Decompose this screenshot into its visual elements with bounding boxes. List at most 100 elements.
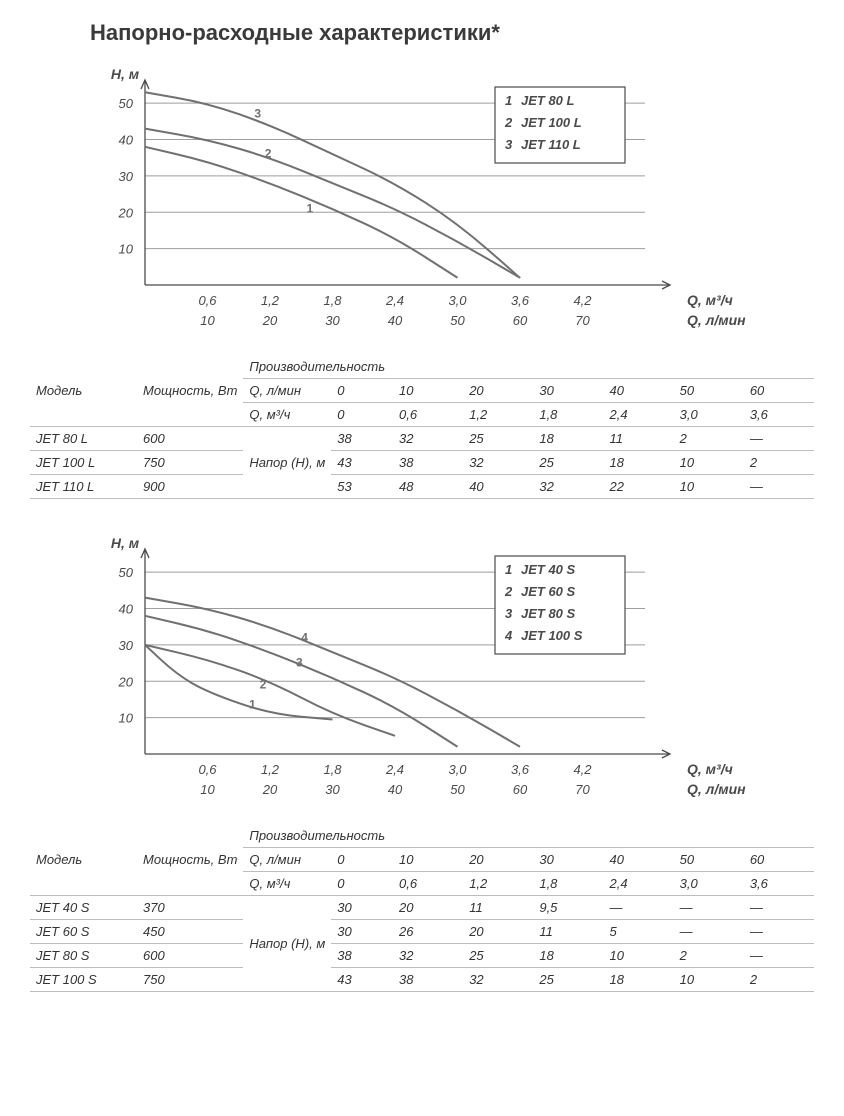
cell-value: 43 [331, 968, 393, 992]
table-row: JET 110 L900534840322210— [30, 475, 814, 499]
col-q-lmin: 20 [463, 379, 533, 403]
col-q-m3h: 0 [331, 403, 393, 427]
cell-model: JET 60 S [30, 920, 137, 944]
cell-value: 20 [463, 920, 533, 944]
cell-value: 2 [744, 451, 814, 475]
svg-text:1,8: 1,8 [323, 293, 342, 308]
svg-text:JET 110 L: JET 110 L [521, 137, 581, 152]
hdr-head: Напор (H), м [243, 427, 331, 499]
col-q-lmin: 50 [674, 379, 744, 403]
cell-value: 40 [463, 475, 533, 499]
svg-text:0,6: 0,6 [198, 293, 217, 308]
svg-text:30: 30 [119, 638, 134, 653]
cell-value: 38 [393, 968, 463, 992]
cell-value: 11 [604, 427, 674, 451]
svg-text:3,0: 3,0 [448, 293, 467, 308]
svg-text:20: 20 [262, 313, 278, 328]
svg-text:3: 3 [505, 606, 513, 621]
table-row: JET 40 S370Напор (H), м3020119,5——— [30, 896, 814, 920]
col-q-m3h: 1,2 [463, 403, 533, 427]
cell-value: — [744, 920, 814, 944]
cell-value: 22 [604, 475, 674, 499]
cell-power: 600 [137, 944, 243, 968]
svg-text:4: 4 [504, 628, 513, 643]
svg-text:20: 20 [262, 782, 278, 797]
hdr-model: Модель [30, 824, 137, 896]
svg-text:20: 20 [118, 205, 134, 220]
col-q-lmin: 10 [393, 379, 463, 403]
page: Напорно-расходные характеристики* 102030… [0, 0, 844, 1052]
svg-text:10: 10 [119, 242, 134, 257]
col-q-m3h: 3,0 [674, 872, 744, 896]
cell-value: — [744, 427, 814, 451]
cell-value: 53 [331, 475, 393, 499]
cell-power: 370 [137, 896, 243, 920]
col-q-m3h: 0 [331, 872, 393, 896]
col-q-m3h: 1,8 [533, 872, 603, 896]
cell-value: 18 [604, 451, 674, 475]
cell-value: 2 [674, 427, 744, 451]
col-q-m3h: 3,6 [744, 872, 814, 896]
svg-text:0,6: 0,6 [198, 762, 217, 777]
svg-text:1,2: 1,2 [261, 762, 280, 777]
cell-value: 10 [674, 475, 744, 499]
cell-value: 11 [463, 896, 533, 920]
cell-model: JET 80 L [30, 427, 137, 451]
col-q-lmin: 40 [604, 379, 674, 403]
svg-text:20: 20 [118, 674, 134, 689]
svg-text:40: 40 [388, 782, 403, 797]
svg-text:70: 70 [575, 313, 590, 328]
svg-text:H, м: H, м [111, 535, 140, 551]
cell-model: JET 100 L [30, 451, 137, 475]
svg-text:1: 1 [505, 93, 512, 108]
cell-value: — [674, 920, 744, 944]
hdr-power: Мощность, Вт [137, 824, 243, 896]
svg-text:3: 3 [254, 107, 261, 121]
cell-value: 30 [331, 896, 393, 920]
table-l-series: МодельМощность, ВтПроизводительностьQ, л… [30, 355, 814, 499]
table-s-series: МодельМощность, ВтПроизводительностьQ, л… [30, 824, 814, 992]
svg-text:2: 2 [504, 584, 513, 599]
cell-value: — [604, 896, 674, 920]
svg-text:Q, м³/ч: Q, м³/ч [687, 292, 733, 308]
cell-value: — [744, 896, 814, 920]
cell-value: 18 [533, 427, 603, 451]
cell-power: 450 [137, 920, 243, 944]
svg-text:30: 30 [325, 782, 340, 797]
svg-text:40: 40 [119, 133, 134, 148]
col-q-lmin: 10 [393, 848, 463, 872]
svg-text:1: 1 [249, 698, 256, 712]
hdr-power: Мощность, Вт [137, 355, 243, 427]
col-q-lmin: 60 [744, 379, 814, 403]
chart-s-series: 1020304050H, м0,61,21,82,43,03,64,210203… [30, 529, 790, 814]
cell-value: 32 [393, 944, 463, 968]
cell-value: 38 [393, 451, 463, 475]
hdr-q-lmin: Q, л/мин [243, 848, 331, 872]
svg-text:1: 1 [505, 562, 512, 577]
cell-value: 11 [533, 920, 603, 944]
col-q-m3h: 1,8 [533, 403, 603, 427]
svg-text:JET 80 S: JET 80 S [521, 606, 576, 621]
block-l-series: 1020304050H, м0,61,21,82,43,03,64,210203… [30, 60, 814, 499]
svg-text:3,0: 3,0 [448, 762, 467, 777]
svg-text:30: 30 [325, 313, 340, 328]
svg-text:30: 30 [119, 169, 134, 184]
chart-svg-2: 1020304050H, м0,61,21,82,43,03,64,210203… [30, 529, 790, 809]
cell-value: 2 [674, 944, 744, 968]
cell-value: 32 [533, 475, 603, 499]
svg-text:3,6: 3,6 [511, 762, 530, 777]
svg-text:JET 100 L: JET 100 L [521, 115, 582, 130]
svg-text:70: 70 [575, 782, 590, 797]
hdr-q-m3h: Q, м³/ч [243, 872, 331, 896]
svg-text:JET 60 S: JET 60 S [521, 584, 576, 599]
col-q-m3h: 2,4 [604, 872, 674, 896]
svg-text:3,6: 3,6 [511, 293, 530, 308]
svg-text:Q, м³/ч: Q, м³/ч [687, 761, 733, 777]
svg-text:4: 4 [301, 630, 308, 644]
col-q-lmin: 60 [744, 848, 814, 872]
chart-svg-1: 1020304050H, м0,61,21,82,43,03,64,210203… [30, 60, 790, 340]
cell-value: 32 [393, 427, 463, 451]
chart-l-series: 1020304050H, м0,61,21,82,43,03,64,210203… [30, 60, 790, 345]
svg-text:1,2: 1,2 [261, 293, 280, 308]
svg-text:2,4: 2,4 [385, 762, 404, 777]
